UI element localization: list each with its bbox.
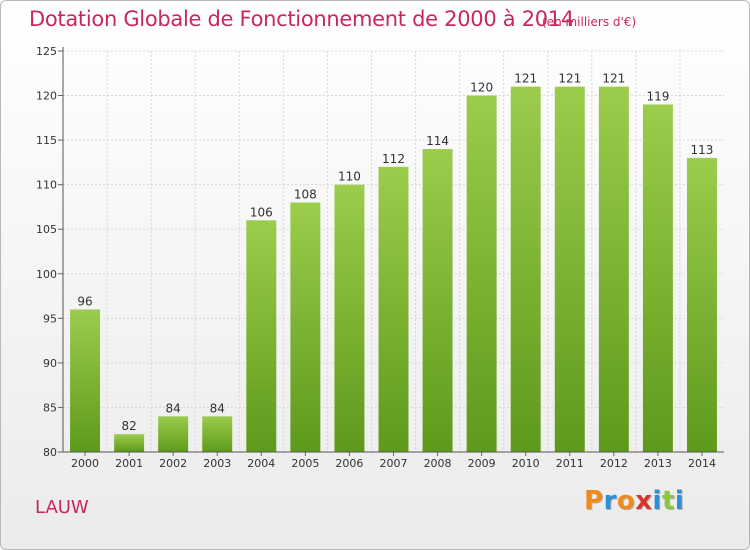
y-tick-label: 105: [36, 223, 57, 236]
axes: 80 85 90 95 100 105 110 115 120 125 2000 2001 2002 20…: [36, 45, 724, 470]
logo-letter: i: [652, 486, 662, 516]
logo-letter: t: [661, 486, 675, 516]
logo-letter: x: [635, 486, 653, 516]
bar: [466, 95, 497, 453]
bar: [114, 434, 145, 452]
x-tick-label: 2008: [424, 457, 452, 470]
grid-lines: [63, 50, 724, 452]
x-tick-label: 2007: [380, 457, 408, 470]
data-label: 113: [691, 143, 714, 157]
x-tick-label: 2000: [71, 457, 99, 470]
x-tick-label: 2006: [335, 457, 363, 470]
x-tick-label: 2004: [247, 457, 275, 470]
town-name: LAUW: [35, 497, 89, 518]
x-tick-label: 2011: [556, 457, 584, 470]
y-tick-label: 85: [43, 401, 57, 414]
bar: [290, 202, 321, 452]
data-label: 119: [646, 89, 669, 103]
data-label: 84: [166, 401, 181, 415]
bar: [246, 220, 277, 452]
x-tick-label: 2001: [115, 457, 143, 470]
y-tick-label: 95: [43, 312, 57, 325]
data-labels: 96 82 84 84 106 108 110 112 114 120 121 121 121 119 11…: [77, 72, 713, 434]
data-label: 121: [514, 72, 537, 86]
bar: [378, 166, 409, 452]
data-label: 82: [121, 419, 136, 433]
bars: [70, 86, 717, 453]
x-tick-label: 2012: [600, 457, 628, 470]
bar: [334, 184, 365, 452]
bar: [686, 157, 717, 452]
chart-unit: (en milliers d'€): [542, 15, 637, 29]
bar: [422, 149, 453, 452]
y-tick-label: 90: [43, 357, 57, 370]
x-tick-label: 2009: [468, 457, 496, 470]
bar: [70, 309, 101, 452]
x-tick-label: 2013: [644, 457, 672, 470]
bar: [202, 416, 233, 452]
x-tick-label: 2010: [512, 457, 540, 470]
logo-letter: o: [616, 486, 636, 516]
logo-letter: i: [674, 486, 685, 516]
y-tick-label: 100: [36, 268, 57, 281]
y-tick-label: 120: [36, 90, 57, 103]
x-tick-label: 2003: [203, 457, 231, 470]
x-tick-label: 2002: [159, 457, 187, 470]
logo-letter: P: [584, 486, 604, 516]
bar: [554, 86, 585, 453]
y-tick-label: 110: [36, 179, 57, 192]
logo-letter: r: [603, 486, 617, 516]
y-tick-label: 125: [36, 45, 57, 58]
chart-title: Dotation Globale de Fonctionnement de 20…: [29, 7, 574, 31]
bar: [158, 416, 189, 452]
data-label: 120: [470, 81, 493, 95]
data-label: 121: [602, 72, 625, 86]
data-label: 84: [210, 401, 225, 415]
data-label: 108: [294, 187, 317, 201]
y-tick-label: 80: [43, 446, 57, 459]
bar: [642, 104, 673, 452]
bar: [598, 86, 629, 453]
data-label: 121: [558, 72, 581, 86]
data-label: 112: [382, 152, 405, 166]
data-label: 96: [77, 294, 92, 308]
x-tick-label: 2005: [291, 457, 319, 470]
data-label: 114: [426, 134, 449, 148]
bar: [510, 86, 541, 453]
data-label: 110: [338, 170, 361, 184]
x-tick-label: 2014: [688, 457, 716, 470]
y-tick-label: 115: [36, 134, 57, 147]
proxiti-logo: Proxiti: [584, 486, 684, 516]
data-label: 106: [250, 205, 273, 219]
